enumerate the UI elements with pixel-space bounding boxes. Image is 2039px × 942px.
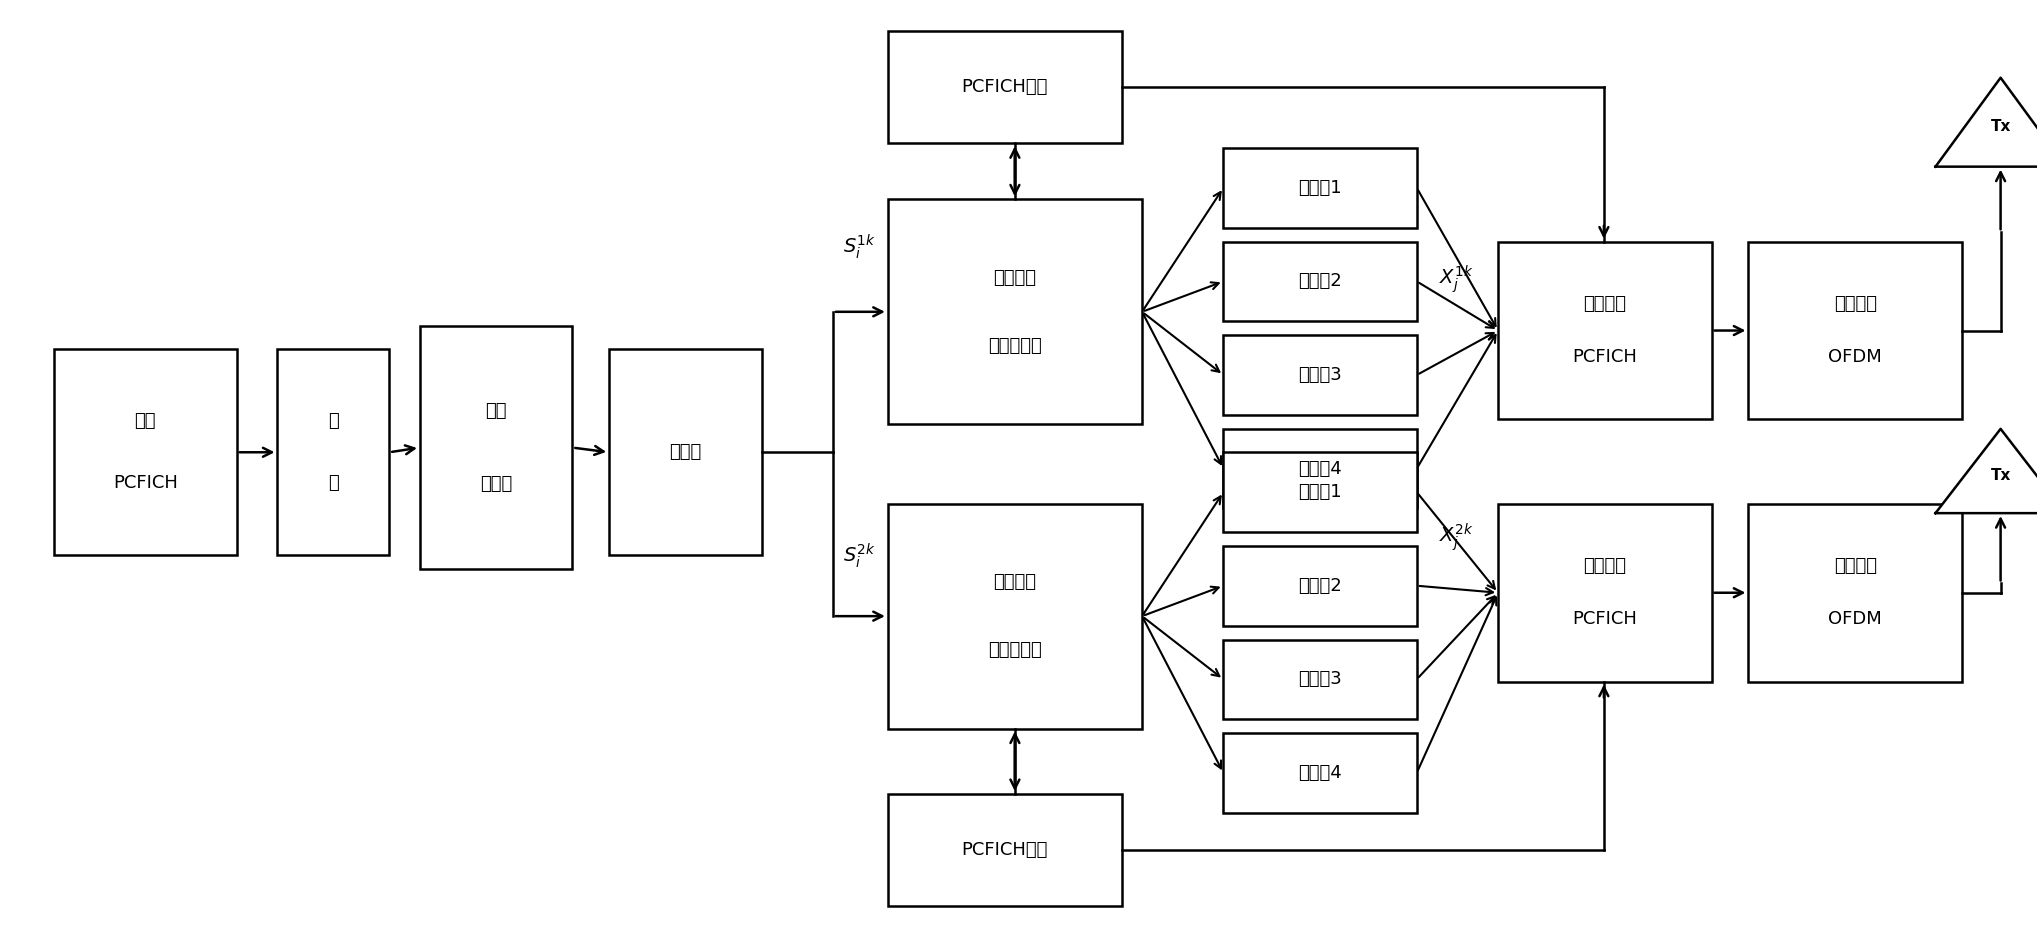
Text: PCFICH: PCFICH xyxy=(1572,610,1637,628)
Text: 交织处理: 交织处理 xyxy=(993,574,1036,592)
Text: 码: 码 xyxy=(328,413,338,430)
Bar xyxy=(1223,148,1415,228)
Bar xyxy=(53,349,237,555)
Text: 重复处理和: 重复处理和 xyxy=(987,641,1042,658)
Text: $S_i^{1k}$: $S_i^{1k}$ xyxy=(842,232,875,261)
Text: PCFICH: PCFICH xyxy=(1572,349,1637,366)
Text: PCFICH: PCFICH xyxy=(112,474,177,492)
Text: 资源映射: 资源映射 xyxy=(1582,295,1625,313)
Text: 数据块3: 数据块3 xyxy=(1297,366,1342,384)
Bar xyxy=(420,326,573,569)
Text: 数据块1: 数据块1 xyxy=(1297,483,1342,501)
Text: Tx: Tx xyxy=(1990,468,2010,482)
Text: 数据块1: 数据块1 xyxy=(1297,179,1342,197)
Bar xyxy=(1497,504,1711,682)
Bar xyxy=(1223,241,1415,321)
Bar xyxy=(887,200,1142,424)
Bar xyxy=(1497,241,1711,419)
Text: Tx: Tx xyxy=(1990,119,2010,134)
Bar xyxy=(887,504,1142,728)
Text: 数据块3: 数据块3 xyxy=(1297,671,1342,689)
Polygon shape xyxy=(1935,429,2039,513)
Text: $X_j^{1k}$: $X_j^{1k}$ xyxy=(1437,263,1472,295)
Text: $X_j^{2k}$: $X_j^{2k}$ xyxy=(1437,521,1472,553)
Bar xyxy=(1223,733,1415,813)
Text: 数据块2: 数据块2 xyxy=(1297,272,1342,290)
Bar xyxy=(1223,546,1415,625)
Bar xyxy=(1223,429,1415,509)
Text: 调制: 调制 xyxy=(485,402,506,420)
Bar xyxy=(1747,241,1962,419)
Bar xyxy=(610,349,761,555)
Text: 交织处理: 交织处理 xyxy=(993,269,1036,287)
Text: 信号生成: 信号生成 xyxy=(1833,295,1876,313)
Text: OFDM: OFDM xyxy=(1827,610,1882,628)
Text: PCFICH分配: PCFICH分配 xyxy=(960,841,1048,859)
Text: 信号生成: 信号生成 xyxy=(1833,557,1876,575)
Polygon shape xyxy=(1935,77,2039,167)
Bar xyxy=(887,794,1121,906)
Text: 资源映射: 资源映射 xyxy=(1582,557,1625,575)
Text: 数据块4: 数据块4 xyxy=(1297,764,1342,782)
Text: 数据块2: 数据块2 xyxy=(1297,577,1342,594)
Text: $S_i^{2k}$: $S_i^{2k}$ xyxy=(842,541,875,570)
Bar xyxy=(887,31,1121,143)
Text: OFDM: OFDM xyxy=(1827,349,1882,366)
Text: 数据块4: 数据块4 xyxy=(1297,460,1342,478)
Text: 信源: 信源 xyxy=(135,413,155,430)
Bar xyxy=(1747,504,1962,682)
Text: 编: 编 xyxy=(328,474,338,492)
Text: 预编码: 预编码 xyxy=(669,444,701,462)
Bar xyxy=(277,349,389,555)
Text: 加扰和: 加扰和 xyxy=(479,475,512,493)
Bar xyxy=(1223,640,1415,719)
Text: 重复处理和: 重复处理和 xyxy=(987,336,1042,354)
Bar xyxy=(1223,452,1415,532)
Text: PCFICH分配: PCFICH分配 xyxy=(960,78,1048,96)
Bar xyxy=(1223,335,1415,414)
